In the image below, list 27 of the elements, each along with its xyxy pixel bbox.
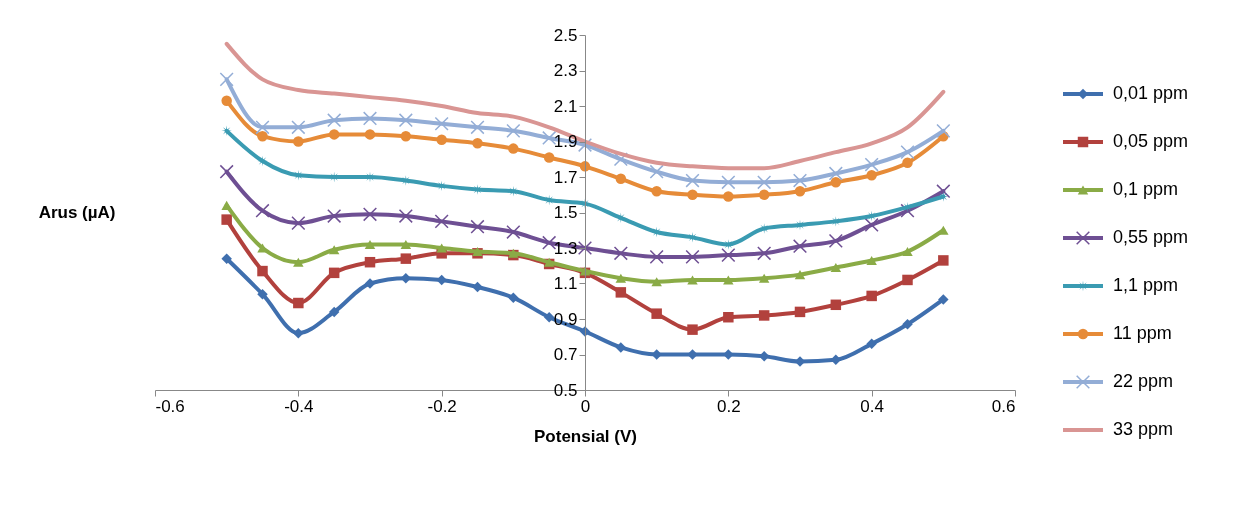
x-tick-label: 0.2 [717,396,741,416]
legend-label: 0,1 ppm [1113,179,1179,199]
y-tick-label: 0.5 [553,380,578,400]
legend-label: 22 ppm [1113,371,1174,391]
y-axis-title: Arus (µA) [38,203,116,222]
line-series [224,41,946,171]
x-tick-label: 0.4 [860,396,884,416]
y-tick-label: 1.7 [553,167,578,187]
x-tick-label: -0.4 [284,396,314,416]
y-tick-label: 2.3 [553,61,578,80]
y-tick-label: 1.1 [553,274,578,293]
x-tick-label: -0.2 [427,396,457,416]
x-tick-label: 0.6 [991,396,1016,416]
x-tick-label: 0 [580,396,591,416]
legend-label: 33 ppm [1113,419,1174,439]
y-tick-label: 0.7 [553,345,578,364]
legend-label: 1,1 ppm [1113,275,1179,295]
y-tick-label: 2.1 [553,96,578,116]
x-tick-label: -0.6 [155,396,185,416]
legend-label: 0,55 ppm [1113,227,1189,247]
legend-label: 0,05 ppm [1113,131,1189,151]
y-tick-label: 1.9 [553,132,578,151]
x-axis-title: Potensial (V) [534,426,637,446]
legend-label: 11 ppm [1113,323,1172,343]
y-tick-label: 2.5 [553,25,578,45]
legend-label: 0,01 ppm [1113,83,1189,103]
y-tick-label: 1.5 [553,203,578,222]
